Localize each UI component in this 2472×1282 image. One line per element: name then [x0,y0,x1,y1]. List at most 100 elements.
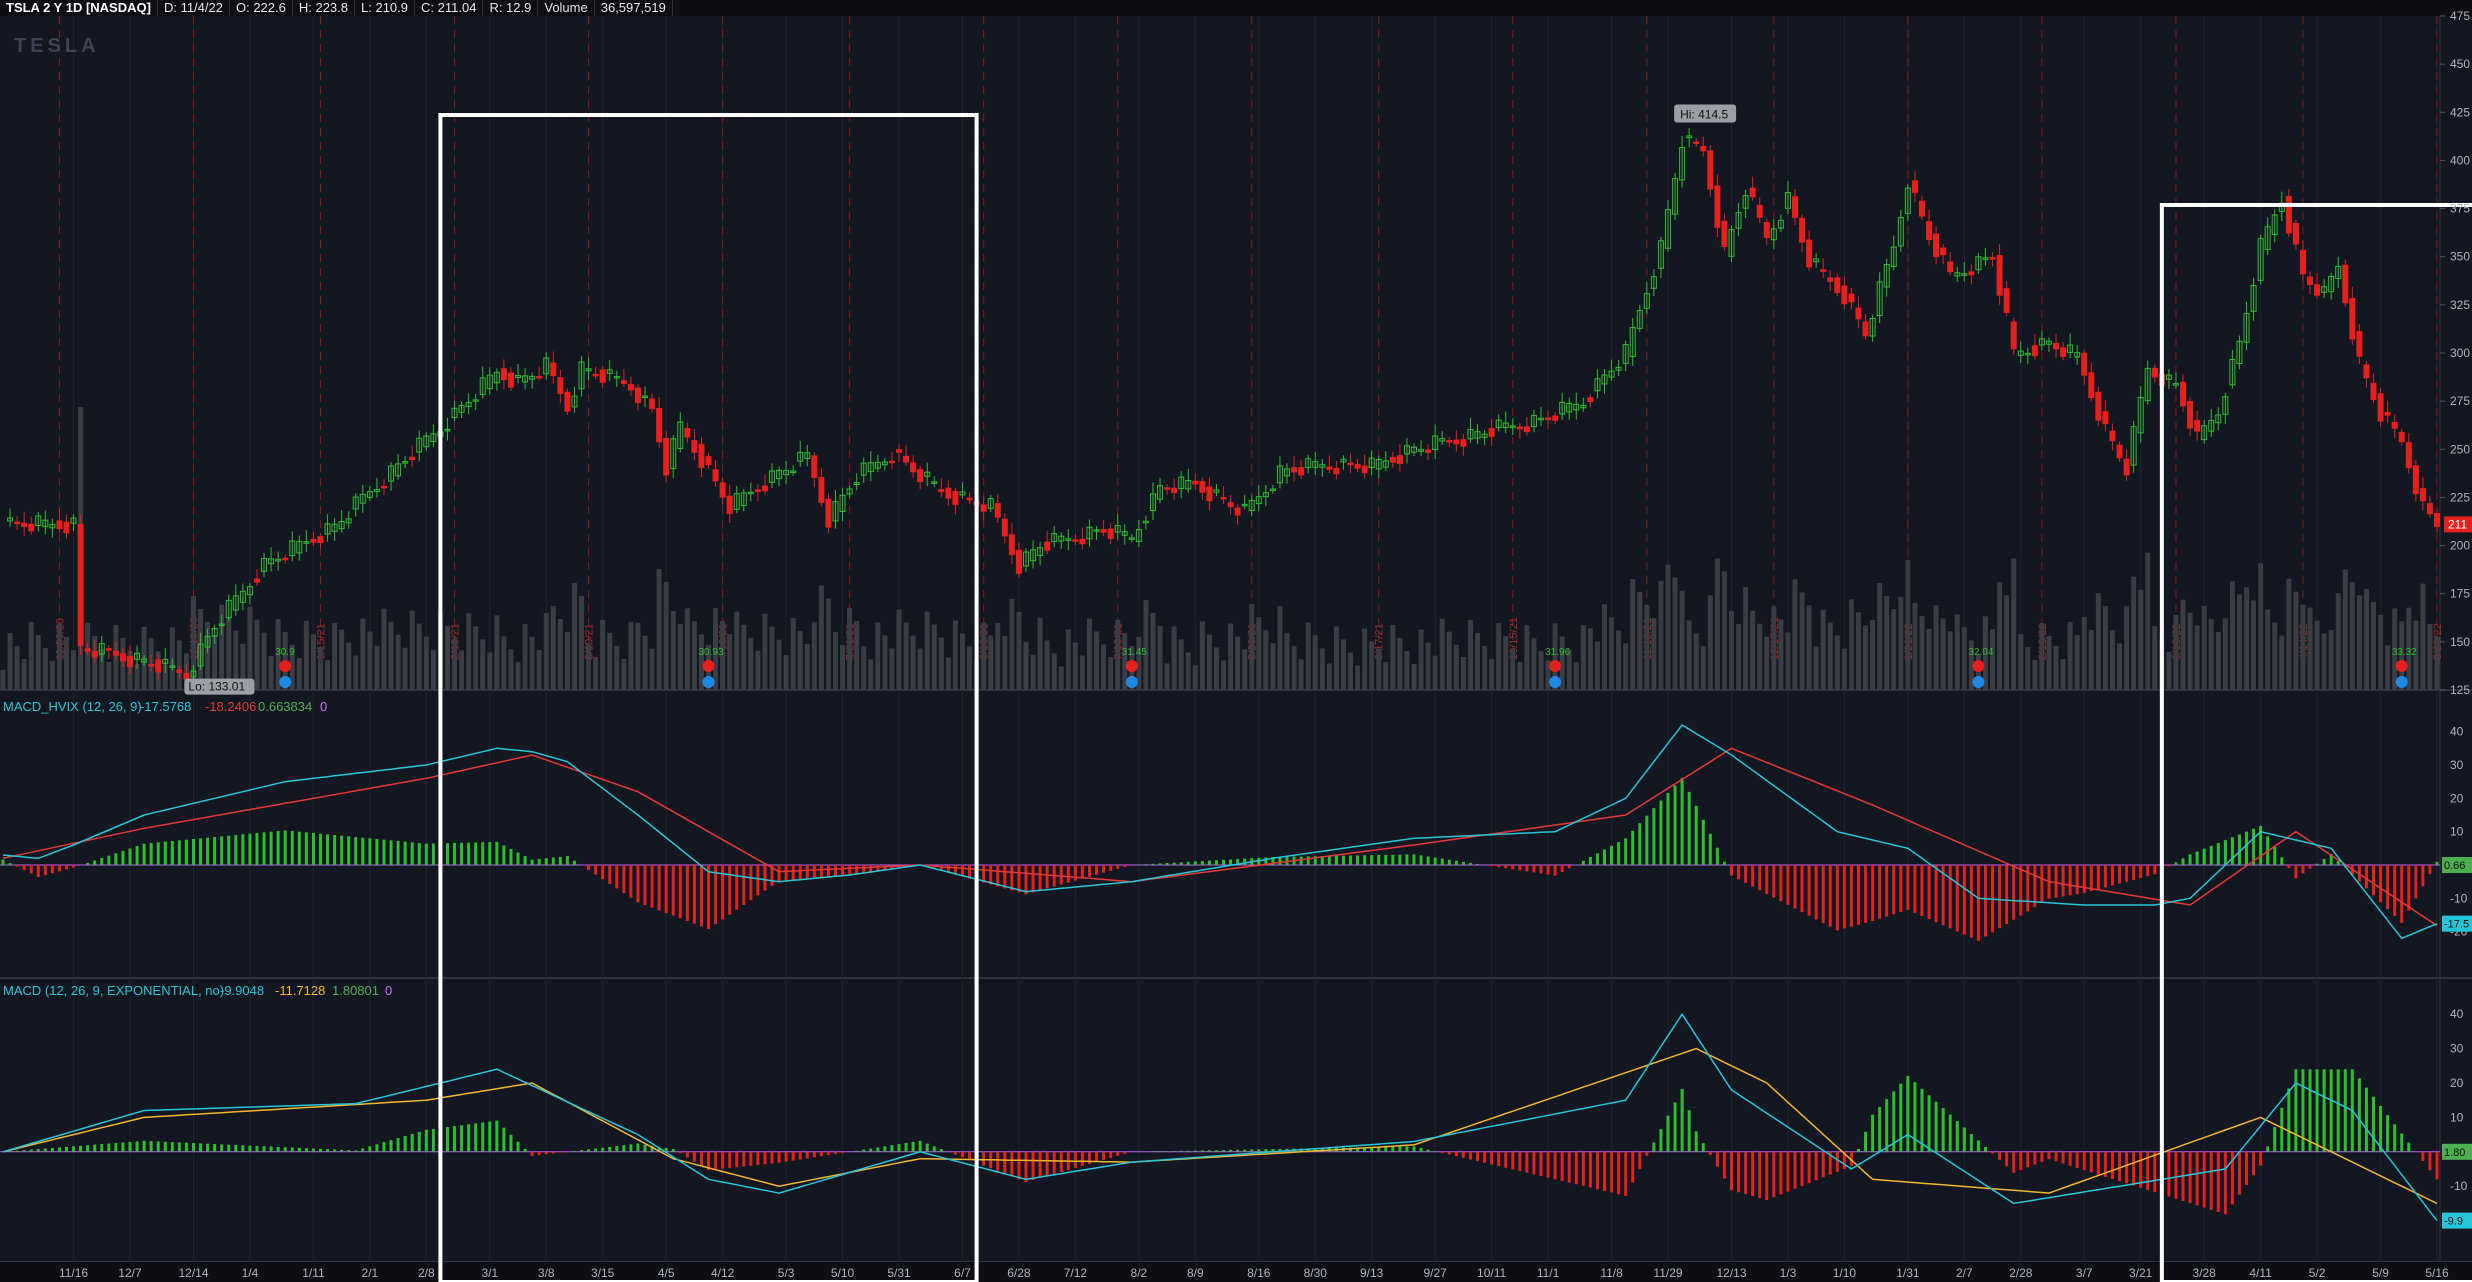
x-axis-bg [0,1262,2472,1282]
candle-body [1502,422,1509,428]
volume-bar [1489,659,1495,690]
osc-diff-text: 1.80 [2444,1147,2465,1159]
osc-diff-badge [2442,857,2472,873]
candle-body [2151,367,2158,378]
candle-body [2024,352,2031,356]
candle-body [218,623,225,627]
volume-bar [190,596,196,690]
volume-bar [1376,649,1382,690]
candle-body [2370,382,2377,400]
volume-bar [868,659,874,690]
candle-body [2384,411,2391,416]
candle-body [1241,503,1248,507]
x-axis-label: 11/1 [1537,1266,1560,1280]
x-axis-label: 9/13 [1360,1266,1384,1280]
candle-body [578,361,585,390]
candle-body [1086,526,1093,540]
volume-bar [1199,621,1205,690]
volume-bar [63,637,69,690]
x-axis-label: 3/28 [2193,1266,2217,1280]
candle-body [2285,196,2292,234]
candle-body [2335,265,2342,279]
candle-body [1728,229,1735,257]
volume-bar [1947,631,1953,690]
volume-bar [931,624,937,690]
last-price-badge [2444,516,2472,533]
volume-bar [2074,635,2080,690]
volume-bar [409,610,415,690]
earnings-marker-red [1549,660,1562,672]
volume-bar [600,619,606,690]
volume-bar [1094,631,1100,690]
volume-bar [1291,646,1297,690]
candle-body [1693,141,1700,145]
volume-bar [459,650,465,690]
volume-bar [1143,600,1149,690]
volume-bar [1552,623,1558,690]
candle-body [2053,342,2060,350]
candle-body [2426,503,2433,515]
candle-body [2060,347,2067,357]
candle-body [1100,529,1107,533]
candle-body [2194,420,2201,432]
candle-body [296,540,303,554]
x-axis-label: 12/7 [118,1266,142,1280]
volume-bar [2067,622,2073,690]
volume-bar [1743,587,1749,690]
volume-bar [1242,649,1248,690]
candle-body [458,404,465,413]
symbol-label[interactable]: TSLA 2 Y 1D [NASDAQ] [0,0,158,16]
x-axis-label: 1/31 [1896,1266,1920,1280]
volume-bar [529,637,535,690]
candle-body [1474,431,1481,439]
volume-bar [1870,620,1876,690]
candle-body [1679,147,1686,181]
candle-body [1206,486,1213,502]
volume-bar [1079,655,1085,690]
volume-bar [1496,623,1502,690]
volume-bar [1023,641,1029,690]
volume-bar [1827,622,1833,690]
candle-body [14,521,21,525]
candle-body [1001,518,1008,537]
volume-bar [1475,633,1481,690]
high-label: H: 223.8 [293,0,356,16]
osc-y-label: 40 [2450,725,2464,739]
volume-bar [2356,595,2362,690]
macd-exp-value: -9.9048 [220,983,265,998]
candle-body [2172,383,2179,386]
candle-body [388,465,395,482]
volume-bar [818,585,824,690]
volume-bar [1411,664,1417,690]
volume-bar [1432,655,1438,690]
volume-bar [1679,590,1685,690]
candle-body [917,469,924,483]
macd-hvix-avg: -18.2406 [205,699,257,714]
candle-body [493,371,500,384]
volume-bar [92,635,98,690]
volume-bar [367,631,373,690]
volume-bar [2124,606,2130,690]
volume-bar [2307,607,2313,690]
volume-bar [1785,632,1791,690]
volume-bar [233,630,239,690]
candle-body [56,520,63,530]
volume-bar [1348,652,1354,690]
osc-y-label: -10 [2450,891,2468,905]
volume-bar [2215,632,2221,690]
candle-body [380,485,387,489]
tesla-watermark: TESLA [14,35,100,57]
candle-body [155,659,162,673]
price-y-label: 400 [2450,153,2470,167]
volume-bar [42,648,48,690]
volume-bar [2434,637,2440,690]
volume-bar [642,635,648,690]
candle-body [253,578,260,583]
volume-bar [875,622,881,690]
candle-body [472,399,479,402]
candle-body [1389,456,1396,463]
volume-bar [1961,627,1967,690]
price-y-label: 250 [2450,442,2470,456]
earnings-marker-blue [2395,676,2408,688]
